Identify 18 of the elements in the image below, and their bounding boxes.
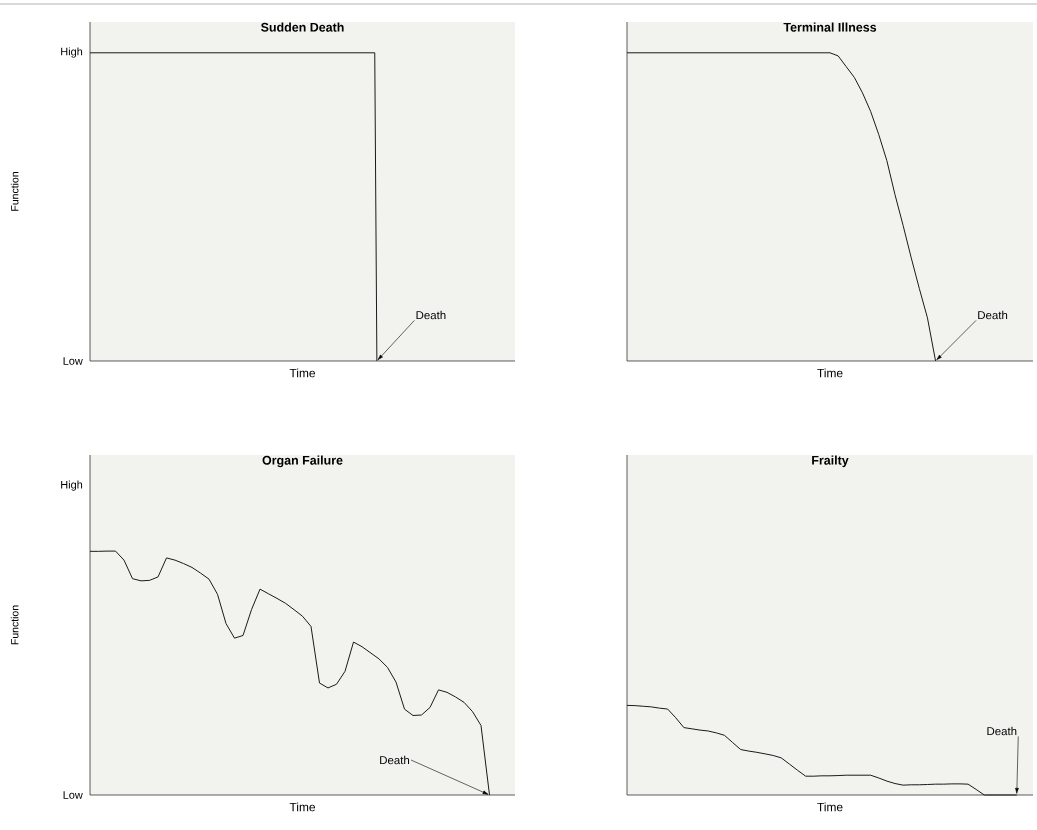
text: Low [63, 357, 83, 365]
annotation: Death [987, 726, 1017, 736]
annotation: Death [978, 310, 1008, 320]
y-axis-title: Function [10, 172, 19, 211]
x-axis-title: Time [289, 368, 316, 378]
chart-title: Frailty [812, 455, 849, 468]
y-axis-title: Function [10, 605, 19, 645]
x-axis-title: Time [817, 802, 843, 812]
chart-title: Organ Failure [262, 455, 343, 468]
x-axis-title: Time [289, 802, 316, 812]
chart-title: Terminal Illness [783, 22, 877, 32]
annotation: Death [380, 755, 410, 765]
x-axis-title: Time [817, 368, 843, 378]
annotation: Death [416, 310, 446, 320]
text: High [61, 47, 83, 58]
chart-title: Sudden Death [261, 22, 344, 32]
text: Low [63, 791, 83, 799]
text: High [61, 480, 83, 491]
